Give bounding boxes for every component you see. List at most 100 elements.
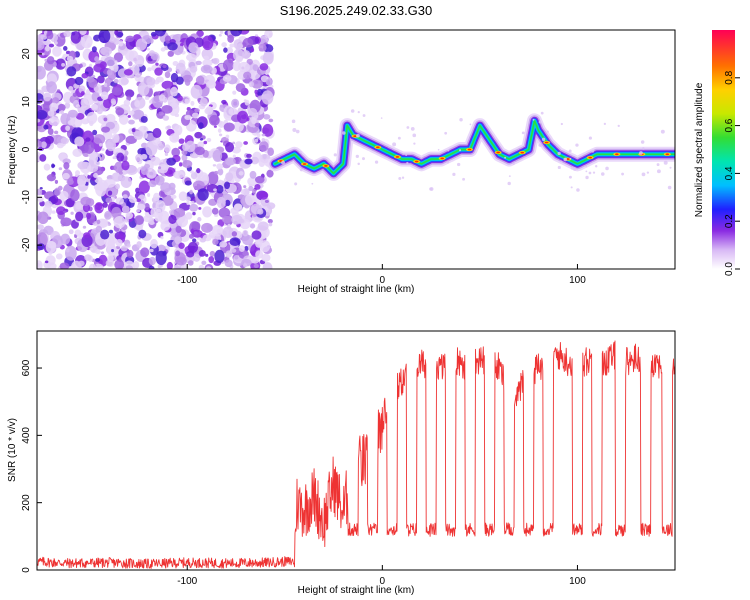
faint-speckle [429, 187, 433, 191]
noise-speckle [259, 63, 269, 71]
noise-speckle [95, 258, 101, 262]
faint-speckle [563, 157, 568, 162]
frequency-ridge-band [274, 120, 675, 174]
noise-speckle [242, 188, 250, 196]
colorbar-tick-label: 0.6 [724, 118, 735, 132]
faint-speckle [557, 165, 561, 170]
noise-speckle [100, 46, 113, 56]
noise-speckle [218, 133, 223, 137]
bottom-y-tick-label: 600 [21, 359, 32, 376]
noise-speckle [182, 159, 193, 168]
noise-speckle [194, 146, 205, 156]
noise-speckle [122, 194, 128, 199]
noise-speckle [186, 251, 195, 258]
noise-speckle [242, 50, 251, 60]
top-x-tick-label: 100 [569, 275, 586, 286]
noise-speckle [52, 46, 62, 57]
ridge-hotspot-core [467, 148, 472, 151]
noise-speckle [113, 65, 119, 70]
ridge-hotspot-core [588, 156, 592, 159]
noise-speckle [100, 229, 110, 240]
noise-speckle [74, 136, 85, 147]
noise-speckle [85, 137, 91, 142]
noise-speckle [227, 34, 235, 43]
noise-speckle [204, 74, 216, 86]
noise-speckle [109, 86, 114, 90]
noise-speckle [155, 62, 159, 66]
noise-speckle [234, 255, 239, 260]
noise-speckle [72, 92, 77, 97]
noise-speckle [103, 82, 108, 88]
noise-speckle [100, 251, 105, 255]
noise-speckle [65, 245, 77, 261]
noise-speckle [102, 202, 108, 208]
faint-speckle [459, 117, 463, 122]
noise-speckle [222, 226, 234, 238]
noise-speckle [229, 237, 241, 246]
noise-speckle [134, 100, 140, 108]
noise-speckle [92, 129, 98, 136]
top-x-axis-label: Height of straight line (km) [298, 284, 415, 295]
noise-speckle [63, 46, 68, 51]
noise-speckle [60, 217, 72, 227]
noise-speckle [148, 100, 153, 104]
noise-speckle [247, 108, 258, 117]
noise-speckle [50, 195, 59, 204]
noise-speckle [81, 234, 93, 248]
noise-speckle [125, 212, 134, 220]
noise-speckle [256, 133, 261, 138]
noise-speckle [64, 102, 71, 109]
noise-speckle [206, 137, 212, 143]
noise-speckle [178, 138, 185, 144]
noise-speckle [127, 115, 131, 118]
faint-speckle [588, 171, 592, 175]
noise-speckle [170, 194, 177, 199]
ridge-hotspot-core [376, 146, 380, 149]
noise-speckle [197, 217, 202, 222]
noise-speckle [89, 247, 94, 251]
noise-speckle [37, 66, 42, 73]
ridge-hotspot-core [414, 160, 419, 163]
noise-speckle [218, 34, 222, 37]
noise-speckle [185, 140, 196, 153]
noise-speckle [107, 190, 113, 196]
noise-speckle [212, 57, 220, 65]
noise-speckle [101, 126, 110, 133]
noise-speckle [37, 232, 48, 247]
noise-speckle [244, 193, 255, 206]
noise-speckle [136, 241, 142, 248]
noise-speckle [216, 163, 224, 170]
noise-speckle [63, 162, 70, 170]
noise-speckle [104, 56, 116, 67]
noise-speckle [114, 87, 120, 93]
noise-speckle [162, 250, 167, 256]
noise-speckle [135, 153, 144, 162]
noise-speckle [218, 179, 223, 184]
noise-speckle [114, 60, 118, 64]
noise-speckle [166, 261, 173, 269]
noise-speckle [37, 188, 43, 196]
noise-speckle [37, 224, 44, 230]
noise-speckle [43, 163, 51, 171]
snr-plot-area [37, 340, 675, 569]
noise-speckle [203, 140, 208, 145]
noise-speckle [193, 231, 198, 235]
bottom-y-ticks: 0 200 400 600 [21, 359, 42, 573]
noise-speckle [118, 40, 124, 47]
noise-speckle [112, 156, 118, 160]
faint-speckle [406, 126, 410, 129]
bottom-y-axis-label: SNR (10 * v/v) [7, 418, 18, 482]
faint-speckle [667, 185, 672, 190]
noise-speckle [223, 122, 235, 132]
noise-speckle [136, 209, 141, 213]
colorbar-tick-label: 0.0 [724, 262, 735, 276]
noise-speckle [125, 135, 137, 145]
noise-speckle [84, 140, 95, 154]
colorbar-ticks: 0.0 0.2 0.4 0.6 0.8 [724, 70, 740, 276]
noise-speckle [55, 253, 63, 260]
noise-speckle [192, 238, 197, 243]
noise-speckle [190, 170, 194, 174]
top-x-ticks: -100 0 100 [177, 264, 586, 286]
noise-speckle [212, 164, 217, 167]
noise-speckle [101, 148, 105, 151]
